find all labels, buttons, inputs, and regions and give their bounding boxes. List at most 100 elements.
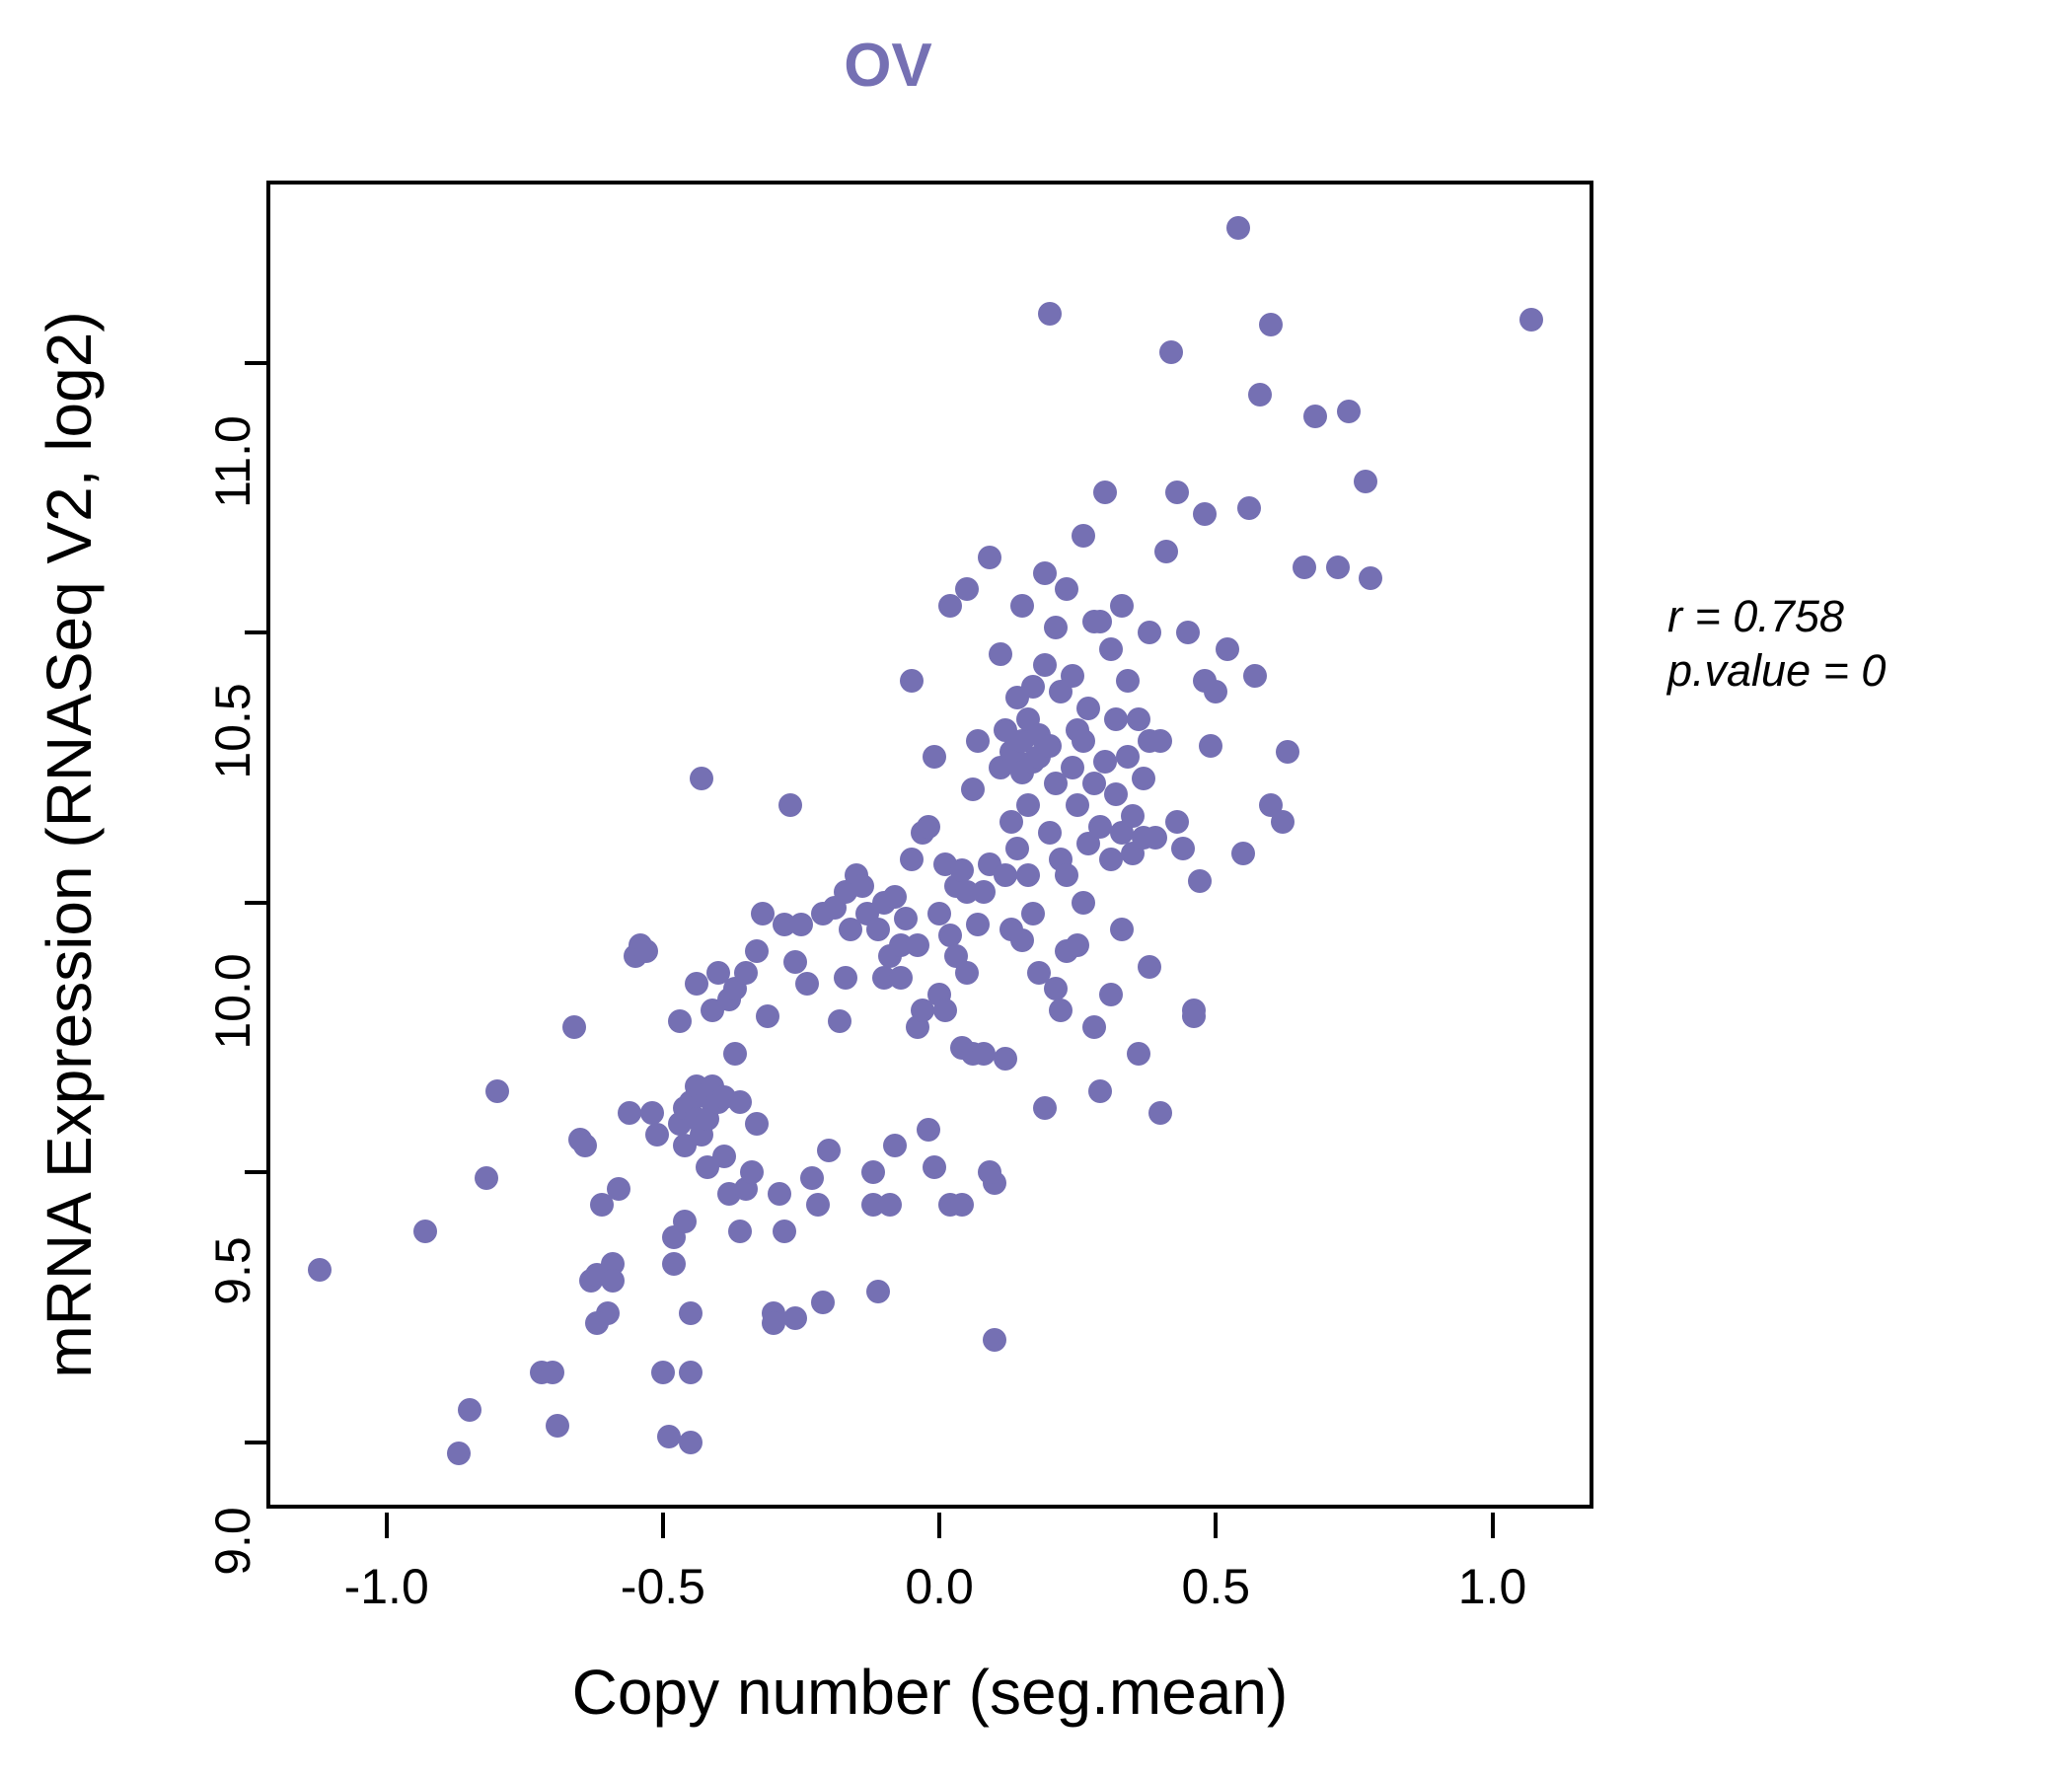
scatter-point (584, 1311, 609, 1336)
scatter-point (888, 966, 913, 991)
scatter-point (1148, 728, 1173, 753)
scatter-point (1093, 750, 1118, 775)
scatter-point (1055, 577, 1078, 602)
y-axis-title-label: mRNA Expression (RNASeq V2, log2) (34, 311, 105, 1378)
scatter-point (756, 1003, 780, 1028)
x-axis-tick (384, 1513, 389, 1538)
scatter-point (656, 1425, 681, 1449)
y-axis-tick (245, 360, 270, 365)
scatter-point (1071, 523, 1095, 548)
scatter-point (1303, 405, 1328, 429)
scatter-point (767, 1182, 791, 1207)
y-axis-tick-label: 10.0 (205, 953, 260, 1050)
scatter-point (794, 971, 819, 996)
pvalue-value: p.value = 0 (1667, 644, 1887, 696)
scatter-point (1225, 215, 1250, 240)
scatter-point (955, 960, 980, 985)
scatter-point (1082, 1014, 1107, 1039)
scatter-point (1032, 560, 1057, 585)
scatter-point (1126, 1041, 1150, 1066)
scatter-point (983, 1327, 1007, 1352)
scatter-point (817, 1139, 842, 1163)
scatter-point (783, 949, 808, 974)
scatter-point (811, 1290, 836, 1314)
scatter-point (711, 1144, 736, 1168)
scatter-point (728, 1090, 753, 1115)
scatter-point (1098, 982, 1123, 1006)
scatter-point (446, 1441, 471, 1465)
scatter-point (1518, 307, 1543, 332)
scatter-point (601, 1268, 626, 1293)
scatter-point (690, 766, 714, 790)
scatter-point (1176, 621, 1201, 645)
scatter-point (883, 885, 908, 910)
scatter-point (1104, 706, 1129, 731)
scatter-point (1148, 1101, 1173, 1126)
scatter-point (728, 1220, 753, 1244)
x-axis-tick (1214, 1513, 1219, 1538)
scatter-point (1242, 663, 1267, 688)
scatter-point (1193, 501, 1218, 526)
scatter-point (1236, 496, 1261, 521)
scatter-point (562, 1014, 587, 1039)
scatter-point (1015, 863, 1040, 888)
scatter-point (800, 1165, 825, 1190)
x-axis-tick-label: 0.5 (1181, 1559, 1251, 1614)
scatter-point (1110, 593, 1135, 618)
scatter-point (1115, 744, 1140, 769)
scatter-point (1043, 977, 1068, 1001)
scatter-point (1215, 636, 1239, 661)
scatter-point (1038, 302, 1063, 327)
scatter-point (745, 1112, 770, 1137)
scatter-point (540, 1360, 564, 1384)
scatter-point (1138, 621, 1162, 645)
scatter-point (1082, 772, 1107, 796)
scatter-point (1004, 837, 1029, 860)
scatter-point (773, 1220, 797, 1244)
scatter-point (1198, 734, 1222, 759)
scatter-point (1071, 728, 1095, 753)
scatter-point (474, 1165, 498, 1190)
scatter-point (573, 1133, 598, 1157)
scatter-point (1021, 674, 1046, 699)
scatter-point (789, 912, 813, 936)
scatter-point (955, 577, 980, 602)
scatter-point (618, 1101, 642, 1126)
scatter-point (1043, 615, 1068, 639)
scatter-point (667, 1009, 692, 1034)
scatter-point (994, 863, 1018, 888)
scatter-point (905, 933, 929, 958)
scatter-point (971, 1041, 996, 1066)
scatter-points-layer (270, 185, 1590, 1505)
y-axis-tick (245, 900, 270, 905)
scatter-point (639, 1101, 664, 1126)
scatter-point (1066, 793, 1090, 818)
scatter-point (1353, 469, 1377, 493)
x-axis-tick-label: -1.0 (343, 1559, 429, 1614)
scatter-point (678, 1360, 703, 1384)
scatter-point (783, 1306, 808, 1331)
scatter-point (678, 1300, 703, 1325)
scatter-point (412, 1220, 437, 1244)
scatter-point (805, 1193, 830, 1218)
scatter-point (733, 960, 758, 985)
x-axis-tick-label: 0.0 (905, 1559, 974, 1614)
scatter-point (1170, 837, 1195, 860)
scatter-point (900, 847, 925, 871)
scatter-point (1115, 669, 1140, 694)
scatter-point (932, 999, 957, 1023)
scatter-point (1087, 610, 1112, 634)
scatter-point (966, 728, 991, 753)
scatter-point (739, 1160, 764, 1185)
x-axis-tick-label: -0.5 (620, 1559, 705, 1614)
scatter-point (761, 1311, 785, 1336)
stats-annotation: r = 0.758 p.value = 0 (1667, 590, 1886, 699)
scatter-point (1032, 1095, 1057, 1120)
scatter-point (1270, 809, 1295, 834)
scatter-point (722, 1041, 747, 1066)
scatter-point (1231, 842, 1256, 866)
y-axis-tick (245, 1440, 270, 1444)
scatter-point (960, 777, 985, 801)
scatter-point (745, 938, 770, 963)
scatter-point (860, 1160, 885, 1185)
